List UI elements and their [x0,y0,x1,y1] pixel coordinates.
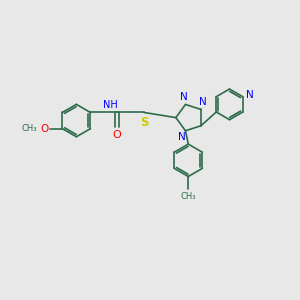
Text: CH₃: CH₃ [181,192,196,201]
Text: N: N [246,90,254,100]
Text: N: N [178,132,186,142]
Text: O: O [112,130,121,140]
Text: N: N [199,97,206,106]
Text: NH: NH [103,100,118,110]
Text: N: N [180,92,188,101]
Text: S: S [140,116,148,129]
Text: O: O [40,124,49,134]
Text: CH₃: CH₃ [22,124,37,133]
